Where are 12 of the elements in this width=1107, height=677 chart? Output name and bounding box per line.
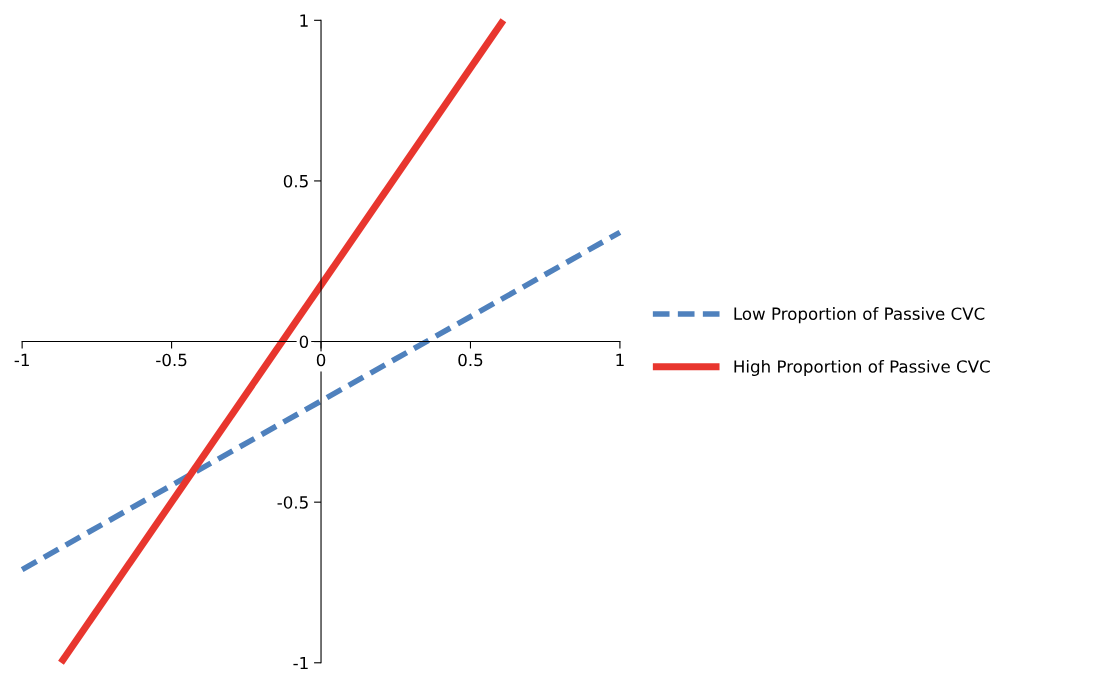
x-tick-label: 1 — [616, 353, 624, 367]
x-tick-label: -1 — [14, 353, 29, 367]
y-tick-label: -0.5 — [277, 496, 308, 509]
y-tick-label: 0.5 — [283, 174, 308, 188]
x-tick-label: 0 — [316, 353, 326, 367]
x-tick-label: -0.5 — [156, 353, 187, 367]
y-tick-label: 1 — [300, 14, 308, 27]
legend-label: Low Proportion of Passive CVC — [734, 307, 985, 324]
x-tick-label: 0.5 — [458, 353, 483, 367]
legend-label: High Proportion of Passive CVC — [734, 359, 990, 377]
y-tick-label: 0 — [299, 335, 309, 349]
y-tick-label: -1 — [293, 656, 308, 670]
